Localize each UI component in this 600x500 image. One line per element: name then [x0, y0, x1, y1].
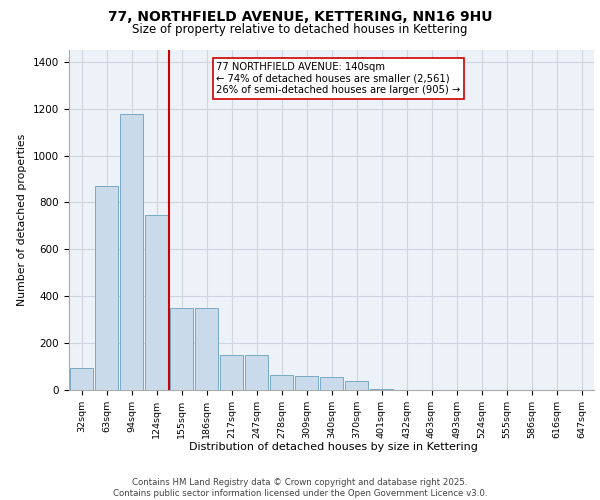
Bar [120, 114, 143, 390]
Text: 77, NORTHFIELD AVENUE, KETTERING, NN16 9HU: 77, NORTHFIELD AVENUE, KETTERING, NN16 9… [108, 10, 492, 24]
Bar [70, 368, 93, 390]
Bar [220, 355, 243, 390]
Text: Contains HM Land Registry data © Crown copyright and database right 2025.
Contai: Contains HM Land Registry data © Crown c… [113, 478, 487, 498]
Text: Distribution of detached houses by size in Kettering: Distribution of detached houses by size … [188, 442, 478, 452]
Bar [270, 375, 293, 390]
Bar [245, 355, 268, 390]
Text: 77 NORTHFIELD AVENUE: 140sqm
← 74% of detached houses are smaller (2,561)
26% of: 77 NORTHFIELD AVENUE: 140sqm ← 74% of de… [216, 62, 460, 95]
Bar [195, 308, 218, 390]
Bar [370, 389, 393, 390]
Bar [295, 376, 318, 390]
Bar [170, 308, 193, 390]
Bar [145, 216, 168, 390]
Bar [95, 186, 118, 390]
Bar [320, 377, 343, 390]
Text: Size of property relative to detached houses in Kettering: Size of property relative to detached ho… [132, 22, 468, 36]
Bar [345, 380, 368, 390]
Y-axis label: Number of detached properties: Number of detached properties [17, 134, 28, 306]
